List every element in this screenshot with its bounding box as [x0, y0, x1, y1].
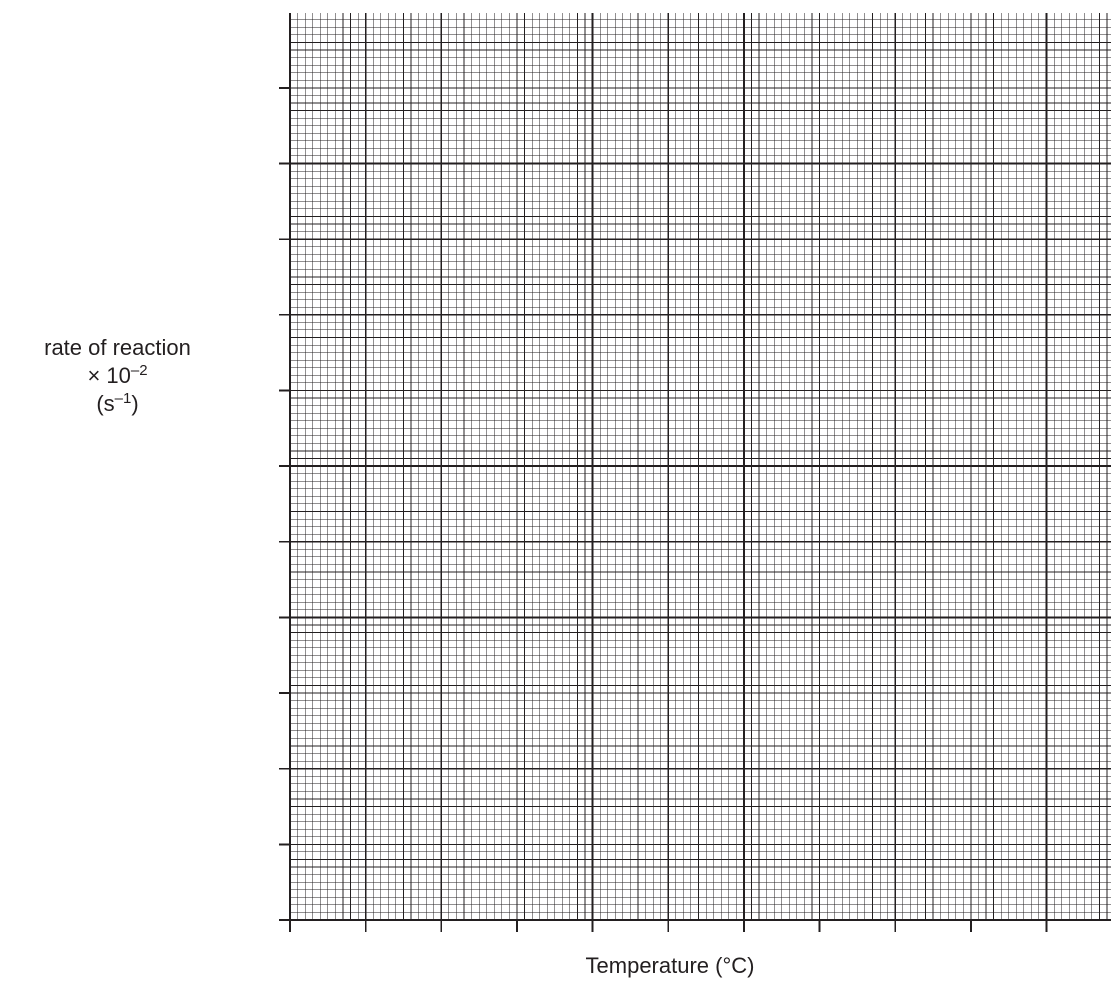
y-axis-label-unit-close: ): [131, 391, 139, 416]
y-axis-label-unit-open: (s: [96, 391, 115, 416]
y-axis-label-line1: rate of reaction: [44, 335, 191, 360]
y-axis-label-multiplier-exponent: –2: [130, 362, 148, 379]
y-axis-label: rate of reaction × 10–2 (s–1): [0, 334, 235, 418]
y-axis-label-line2: × 10–2: [0, 362, 235, 390]
y-axis-label-multiplier: × 10: [87, 363, 131, 388]
y-axis-label-line3: (s–1): [0, 390, 235, 418]
x-axis-ticks: [289, 920, 1048, 932]
y-axis-label-unit-exponent: –1: [114, 390, 132, 407]
x-axis-label: Temperature (°C): [585, 953, 755, 978]
y-axis-ticks: [279, 86, 290, 921]
